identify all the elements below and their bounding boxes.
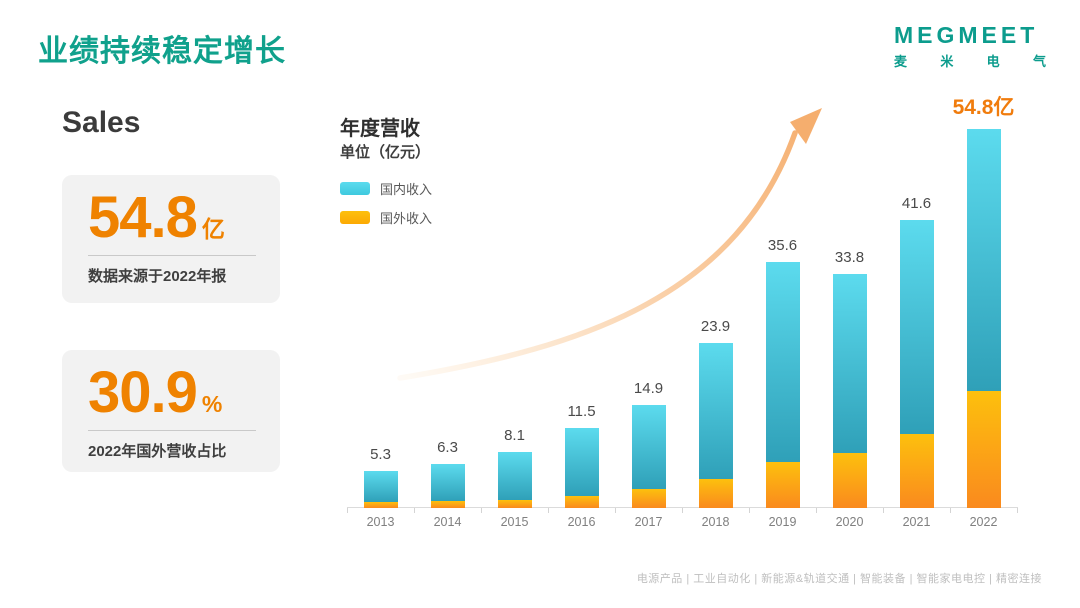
bar-2014-domestic-segment bbox=[430, 464, 465, 502]
logo-chinese-char: 麦 bbox=[894, 54, 908, 69]
total-label-2018: 23.9 bbox=[700, 317, 731, 335]
year-label-2015: 2015 bbox=[500, 515, 529, 529]
logo-brand-text: MEGMEET bbox=[894, 22, 1039, 48]
year-label-2022: 2022 bbox=[969, 515, 998, 529]
stat-revenue-unit: 亿 bbox=[201, 216, 225, 242]
bar-2020-domestic-segment bbox=[832, 274, 867, 453]
stat-share-unit: % bbox=[201, 391, 223, 417]
total-label-2017: 14.9 bbox=[633, 379, 664, 397]
stat-share-caption: 2022年国外营收占比 bbox=[88, 443, 227, 460]
stat-card-overseas-share: 30.9 % 2022年国外营收占比 bbox=[62, 350, 280, 472]
year-label-2020: 2020 bbox=[835, 515, 864, 529]
bar-2018-foreign-segment bbox=[698, 478, 733, 508]
axis-tick bbox=[816, 508, 817, 513]
bar-2019-domestic-segment bbox=[765, 261, 800, 463]
bar-2015-foreign-segment bbox=[497, 499, 532, 508]
axis-tick bbox=[1017, 508, 1018, 513]
bar-2016-domestic-segment bbox=[564, 428, 599, 497]
axis-tick bbox=[347, 508, 348, 513]
axis-tick bbox=[481, 508, 482, 513]
divider bbox=[88, 255, 256, 256]
total-label-2013: 5.3 bbox=[370, 446, 391, 464]
bar-2015-domestic-segment bbox=[497, 451, 532, 500]
bar-2021-domestic-segment bbox=[899, 220, 934, 434]
axis-tick bbox=[414, 508, 415, 513]
axis-tick bbox=[682, 508, 683, 513]
year-label-2013: 2013 bbox=[366, 515, 395, 529]
total-label-2021: 41.6 bbox=[901, 195, 932, 213]
axis-tick bbox=[749, 508, 750, 513]
total-label-2016: 11.5 bbox=[567, 403, 596, 421]
stat-card-revenue: 54.8 亿 数据来源于2022年报 bbox=[62, 175, 280, 303]
axis-tick bbox=[950, 508, 951, 513]
footer-business-lines: 电源产品 | 工业自动化 | 新能源&轨道交通 | 智能装备 | 智能家电电控 … bbox=[636, 573, 1042, 585]
bar-2014-foreign-segment bbox=[430, 501, 465, 508]
bar-2013-foreign-segment bbox=[363, 501, 398, 508]
year-label-2021: 2021 bbox=[902, 515, 931, 529]
bar-2020-foreign-segment bbox=[832, 452, 867, 508]
logo-chinese-char: 电 bbox=[986, 54, 1000, 69]
total-label-2022: 54.8亿 bbox=[952, 95, 1015, 119]
legend-swatch-domestic bbox=[340, 181, 370, 195]
total-label-2014: 6.3 bbox=[437, 439, 458, 457]
stat-share-number: 30.9 bbox=[88, 360, 198, 425]
megmeet-logo: MEGMEET 麦 米 电 气 bbox=[894, 22, 1046, 70]
axis-tick bbox=[615, 508, 616, 513]
bar-2018-domestic-segment bbox=[698, 342, 733, 479]
sales-heading: Sales bbox=[62, 106, 141, 139]
year-label-2019: 2019 bbox=[768, 515, 797, 529]
bar-2021-foreign-segment bbox=[899, 434, 934, 508]
logo-chinese: 麦米电气 bbox=[894, 51, 1046, 70]
bar-2013-domestic-segment bbox=[363, 471, 398, 502]
stat-revenue-number: 54.8 bbox=[88, 185, 198, 250]
divider bbox=[88, 430, 256, 431]
year-label-2017: 2017 bbox=[634, 515, 663, 529]
bar-2017-domestic-segment bbox=[631, 404, 666, 489]
bar-chart: 5.3 2013 6.3 2014 8.1 2015 11.5 2016 14.9 2017 23.… bbox=[347, 96, 1018, 529]
year-label-2016: 2016 bbox=[567, 515, 596, 529]
year-label-2018: 2018 bbox=[701, 515, 730, 529]
bar-2019-foreign-segment bbox=[765, 462, 800, 508]
legend-swatch-foreign bbox=[340, 210, 370, 224]
x-axis-line bbox=[347, 507, 1018, 508]
total-label-2015: 8.1 bbox=[504, 426, 525, 444]
logo-chinese-char: 米 bbox=[940, 54, 954, 69]
bar-2022-domestic-segment bbox=[966, 128, 1001, 392]
page-title: 业绩持续稳定增长 bbox=[38, 35, 286, 68]
axis-tick bbox=[548, 508, 549, 513]
stat-revenue-value: 54.8 亿 bbox=[88, 189, 280, 247]
bar-2017-foreign-segment bbox=[631, 488, 666, 508]
stat-revenue-caption: 数据来源于2022年报 bbox=[88, 268, 227, 285]
axis-tick bbox=[883, 508, 884, 513]
year-label-2014: 2014 bbox=[433, 515, 462, 529]
logo-chinese-char: 气 bbox=[1032, 54, 1046, 69]
stat-share-value: 30.9 % bbox=[88, 364, 280, 422]
bar-2016-foreign-segment bbox=[564, 496, 599, 508]
total-label-2020: 33.8 bbox=[834, 249, 865, 267]
bar-2022-foreign-segment bbox=[966, 391, 1001, 508]
